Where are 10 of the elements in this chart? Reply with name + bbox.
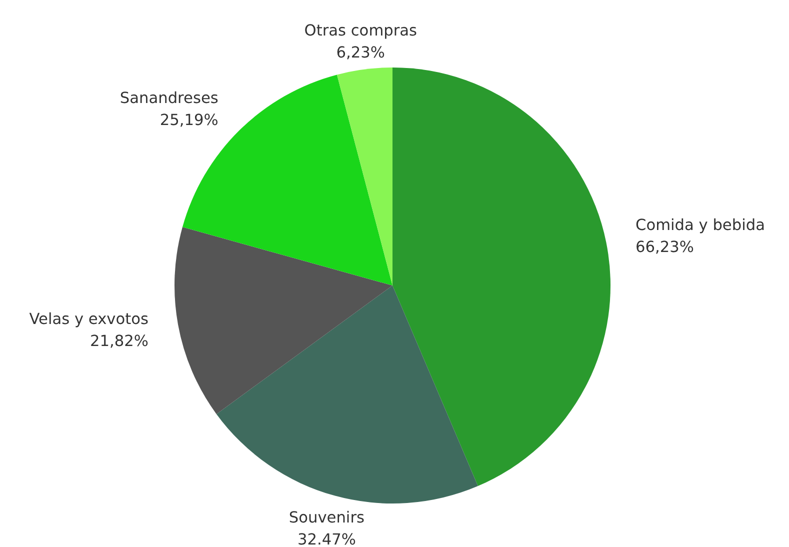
data-label: 25,19% [160,110,218,129]
data-label: 32.47% [297,530,356,547]
slice-label: Velas y exvotos [29,310,149,328]
data-label: 6,23% [336,44,385,62]
slice-label: Souvenirs [288,508,364,526]
slice-label: Comida y bebida [635,216,765,234]
data-label: 66,23% [635,238,694,256]
slice-label: Otras compras [304,22,418,40]
slice-label: Sanandreses [120,88,218,107]
data-label: 21,82% [90,332,148,350]
